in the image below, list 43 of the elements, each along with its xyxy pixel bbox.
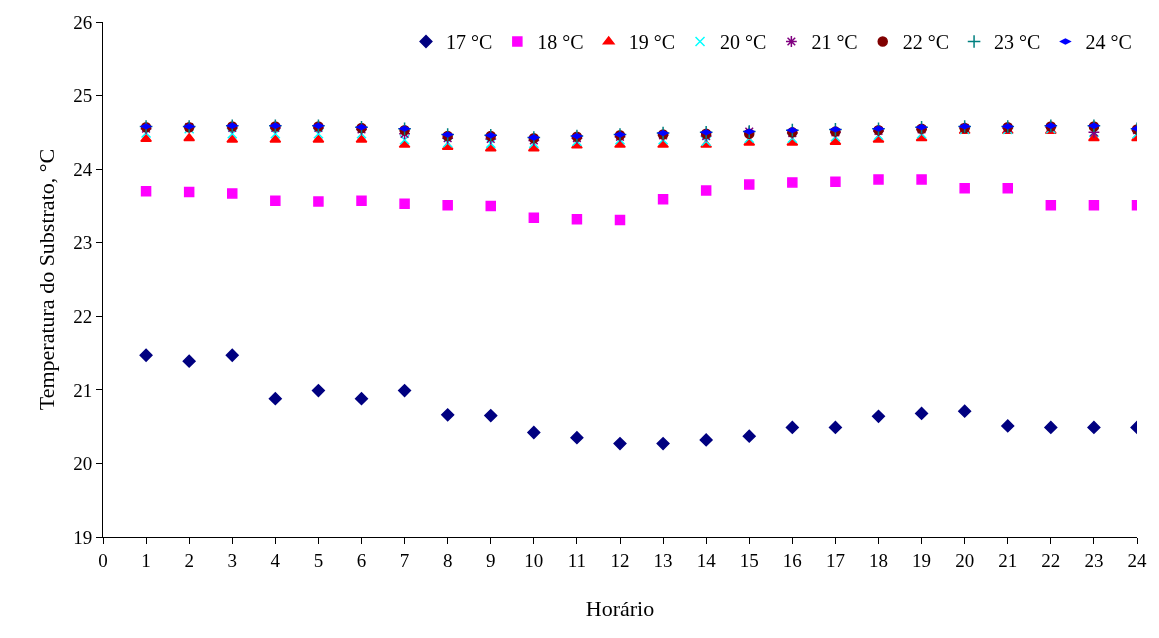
x-tick-label: 14 (696, 549, 717, 571)
x-tick-label: 21 (998, 549, 1018, 571)
x-tick-label: 12 (610, 549, 630, 571)
y-tick-label: 22 (73, 305, 93, 327)
legend-label: 24 °C (1085, 31, 1132, 54)
y-axis-title: Temperatura do Substrato, °C (34, 148, 59, 411)
x-tick-label: 19 (912, 549, 932, 571)
x-tick-label: 3 (227, 549, 237, 571)
x-tick-label: 0 (98, 549, 108, 571)
legend-label: 17 °C (446, 31, 493, 54)
x-tick-label: 10 (524, 549, 544, 571)
x-tick-label: 9 (486, 549, 496, 571)
y-tick-label: 25 (73, 85, 93, 107)
y-tick-label: 24 (73, 158, 93, 180)
legend-label: 20 °C (720, 31, 767, 54)
x-tick-label: 1 (141, 549, 151, 571)
x-tick-label: 11 (567, 549, 587, 571)
x-tick-label: 17 (825, 549, 845, 571)
legend-label: 23 °C (994, 31, 1041, 54)
y-tick-label: 19 (73, 526, 93, 548)
y-tick-label: 23 (73, 232, 93, 254)
y-tick-label: 20 (73, 453, 93, 475)
x-tick-label: 20 (955, 549, 975, 571)
legend-label: 18 °C (537, 31, 584, 54)
x-tick-label: 18 (869, 549, 888, 571)
x-tick-label: 13 (653, 549, 673, 571)
x-tick-label: 4 (270, 549, 281, 571)
y-tick-label: 21 (73, 379, 93, 401)
x-tick-label: 22 (1041, 549, 1061, 571)
legend-label: 21 °C (811, 31, 858, 54)
x-tick-label: 6 (356, 549, 367, 571)
x-tick-label: 2 (184, 549, 194, 571)
x-tick-label: 16 (782, 549, 802, 571)
x-axis-title: Horário (585, 595, 655, 621)
y-tick-label: 26 (73, 11, 93, 33)
x-tick-label: 7 (399, 549, 410, 571)
x-tick-label: 15 (739, 549, 759, 571)
x-tick-label: 24 (1127, 549, 1147, 571)
x-tick-label: 5 (313, 549, 324, 571)
legend-label: 22 °C (902, 31, 950, 54)
x-tick-label: 8 (442, 549, 453, 571)
x-tick-label: 23 (1084, 549, 1104, 571)
legend-label: 19 °C (628, 31, 676, 54)
